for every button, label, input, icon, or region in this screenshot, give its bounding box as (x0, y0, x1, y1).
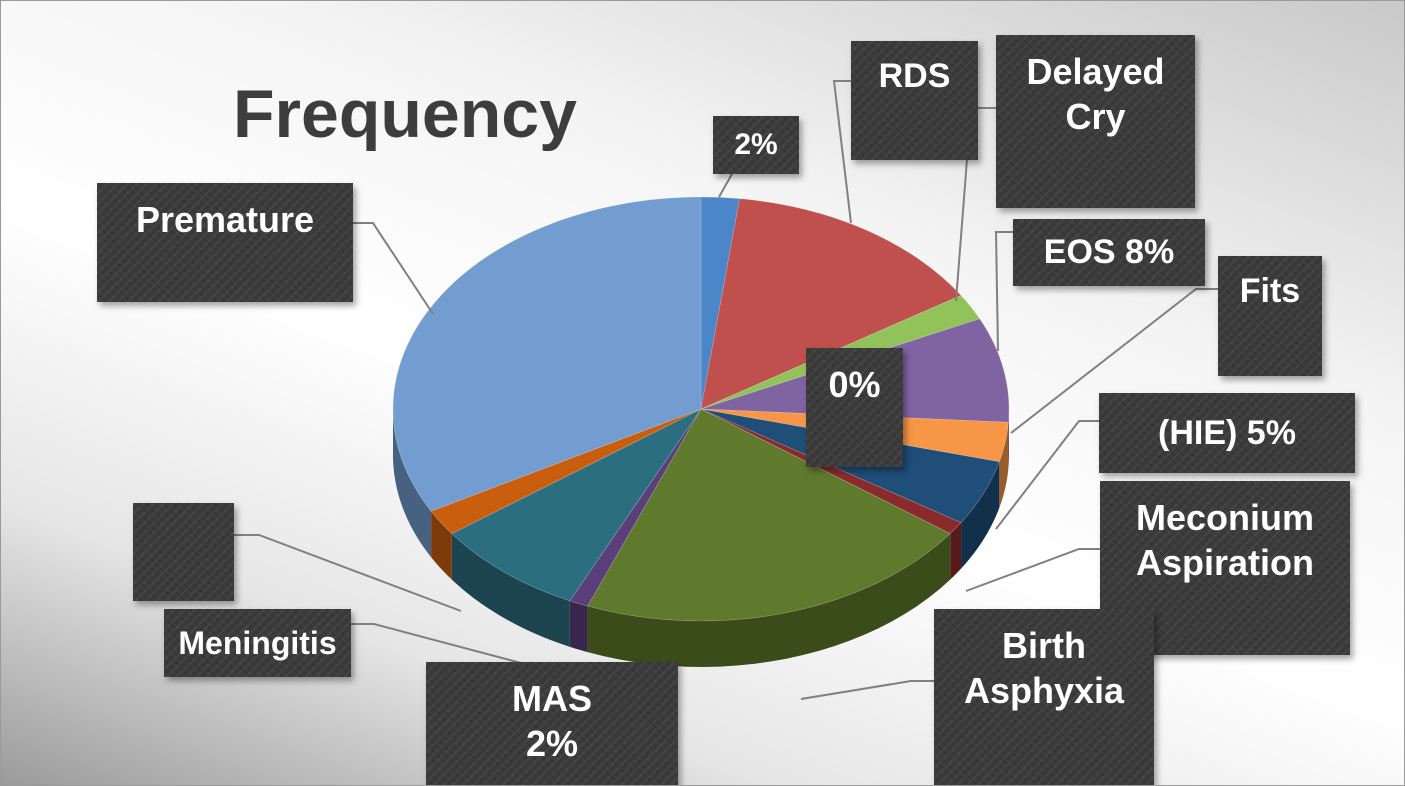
callout-label-8: Birth Asphyxia (934, 609, 1154, 785)
callout-label-9: Meningitis (164, 609, 351, 677)
leader-line-3 (994, 231, 1013, 352)
pie-side-11 (431, 511, 452, 580)
pie-slice-0 (700, 196, 740, 410)
leader-line-6 (965, 548, 1100, 592)
pie-side-9 (569, 600, 588, 653)
pie-side-5 (961, 461, 1000, 569)
chart-title: Frequency (233, 76, 577, 152)
leader-line-9 (351, 623, 522, 664)
callout-label-4: Fits (1218, 256, 1322, 376)
pie-slice-12 (392, 196, 702, 512)
callout-label-12: Premature (97, 183, 353, 302)
callout-label-10: MAS 2% (426, 662, 678, 785)
callout-label-11 (133, 503, 234, 601)
leader-line-11 (234, 534, 462, 612)
pie-side-10 (451, 533, 570, 647)
pie-slice-11 (430, 408, 702, 534)
pie-slice-6 (700, 408, 962, 534)
callout-label-7: 0% (806, 348, 903, 467)
callout-label-0: 2% (713, 116, 799, 174)
pie-slice-10 (451, 408, 702, 602)
callout-label-3: EOS 8% (1013, 219, 1205, 286)
pie-slice-9 (569, 408, 702, 607)
leader-line-1 (832, 80, 852, 224)
pie-side-layer (393, 409, 1009, 667)
callout-label-1: RDS (851, 41, 978, 160)
callout-label-2: Delayed Cry (996, 35, 1195, 208)
pie-top-layer (392, 196, 1010, 622)
pie-side-12 (393, 409, 432, 558)
leader-line-8 (800, 680, 934, 700)
pie-side-4 (999, 422, 1009, 508)
callout-label-5: (HIE) 5% (1099, 393, 1355, 473)
leader-lines (234, 80, 1218, 700)
leader-line-4 (1010, 288, 1218, 434)
pie-side-6 (950, 522, 962, 580)
pie-slice-1 (700, 198, 962, 410)
pie-side-3 (1008, 409, 1009, 469)
pie-slice-2 (700, 295, 981, 410)
leader-line-0 (718, 173, 733, 198)
pie-side-8 (587, 533, 951, 667)
leader-line-12 (353, 222, 434, 315)
pie-slice-8 (587, 408, 951, 622)
leader-line-5 (995, 420, 1099, 530)
